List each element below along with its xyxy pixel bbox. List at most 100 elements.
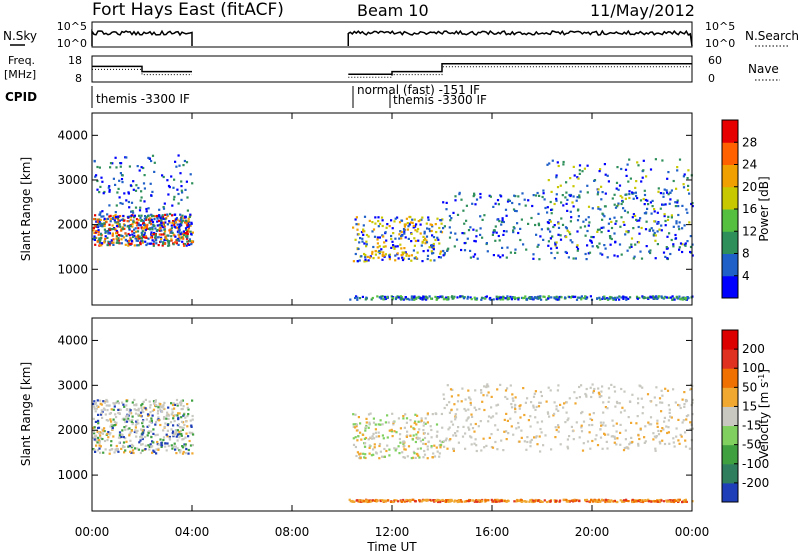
velocity-scatter-cell [388,454,391,457]
velocity-scatter-cell [571,430,574,433]
velocity-scatter-cell [125,440,128,443]
velocity-scatter-cell [126,428,129,431]
velocity-scatter-cell [176,439,179,442]
velocity-scatter-cell [150,417,153,420]
power-scatter-cell [520,218,523,221]
power-scatter-cell [666,191,669,194]
power-scatter-cell [124,243,127,246]
power-scatter-cell [168,229,171,232]
power-scatter-cell [559,184,562,187]
power-scatter-cell [413,244,416,247]
power-scatter-cell [160,229,163,232]
velocity-scatter-cell [639,428,642,431]
power-scatter-cell [403,230,406,233]
velocity-scatter-cell [623,409,626,412]
velocity-scatter-cell [578,385,581,389]
power-scatter-cell [173,178,176,181]
velocity-scatter-cell [386,444,389,447]
power-scatter-cell [687,184,690,187]
power-scatter-cell [574,295,577,298]
velocity-scatter-cell [641,500,644,503]
power-scatter-cell [398,237,401,240]
power-scatter-cell [665,247,668,250]
power-scatter-cell [138,209,142,212]
power-scatter-cell [161,214,164,217]
velocity-scatter-cell [414,413,417,416]
power-scatter-cell [506,200,510,203]
velocity-scatter-cell [585,394,588,397]
velocity-scatter-cell [116,448,119,451]
power-scatter-cell [656,297,659,300]
power-scatter-cell [624,296,627,299]
velocity-scatter-cell [168,435,171,439]
power-scatter-cell [354,238,357,241]
velocity-scatter-cell [598,395,601,399]
velocity-scatter-cell [189,419,192,422]
power-scatter-cell [139,216,142,219]
velocity-scatter-cell [628,443,631,446]
velocity-scatter-cell [403,500,406,503]
power-scatter-cell [100,244,103,247]
velocity-scatter-cell [623,446,626,450]
velocity-scatter-cell [139,414,142,417]
power-scatter-cell [128,227,131,230]
velocity-scatter-cell [539,427,542,431]
velocity-scatter-cell [159,403,162,406]
velocity-scatter-cell [149,411,152,414]
power-scatter-cell [565,202,568,205]
velocity-scatter-cell [607,499,610,502]
velocity-scatter-cell [171,432,174,435]
power-scatter-cell [115,221,118,224]
power-scatter-cell [597,191,600,194]
power-scatter-cell [135,184,138,187]
velocity-scatter-cell [128,427,131,430]
velocity-scatter-cell [407,445,411,448]
power-scatter-cell [677,225,680,228]
velocity-scatter-cell [128,444,131,448]
power-scatter-cell [100,176,103,179]
power-scatter-cell [509,295,512,298]
power-scatter-cell [103,190,106,194]
velocity-scatter-cell [178,449,181,452]
power-scatter-cell [121,202,124,205]
power-colorbar-swatch-0 [722,275,738,299]
power-scatter-cell [434,238,437,242]
velocity-scatter-cell [673,499,676,502]
power-scatter-cell [171,221,174,224]
velocity-scatter-cell [691,427,694,430]
velocity-scatter-cell [416,453,419,456]
power-scatter-cell [99,222,102,225]
velocity-scatter-cell [141,443,144,446]
velocity-scatter-cell [136,419,139,422]
velocity-scatter-cell [142,410,145,414]
power-scatter-cell [100,222,103,225]
power-scatter-cell [381,258,384,261]
velocity-scatter-cell [689,428,692,431]
velocity-scatter-cell [416,437,419,441]
power-scatter-cell [625,174,628,177]
velocity-scatter-cell [144,444,147,447]
power-scatter-cell [439,250,442,253]
power-scatter-cell [152,244,155,247]
power-scatter-cell [631,191,634,194]
velocity-scatter-cell [145,408,148,411]
power-scatter-cell [141,239,144,243]
power-scatter-cell [683,224,686,227]
power-scatter-cell [460,248,463,252]
power-scatter-cell [430,244,433,247]
power-scatter-cell [626,211,629,214]
power-scatter-cell [510,298,514,301]
velocity-scatter-cell [647,421,650,424]
velocity-scatter-cell [600,424,603,427]
power-scatter-cell [575,199,578,202]
power-scatter-cell [598,242,601,245]
power-scatter-cell [133,231,136,235]
power-scatter-cell [102,215,105,218]
power-scatter-cell [492,298,495,301]
power-scatter-cell [494,225,497,228]
power-scatter-cell [610,237,613,241]
velocity-scatter-cell [181,399,184,402]
power-scatter-cell [632,192,635,195]
power-scatter-cell [576,230,579,233]
velocity-scatter-cell [586,440,590,443]
